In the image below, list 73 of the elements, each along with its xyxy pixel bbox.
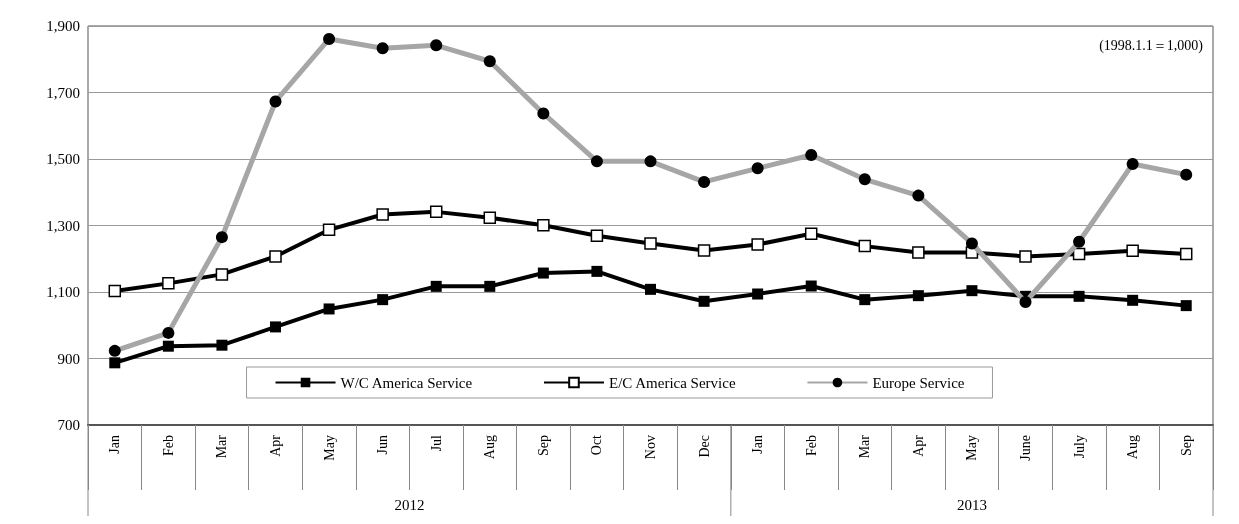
- x-tick-label: Sep: [1178, 435, 1194, 456]
- point: [376, 208, 389, 221]
- point: [430, 280, 442, 292]
- point: [751, 238, 764, 251]
- x-tick-label: Apr: [268, 434, 283, 457]
- x-tick-label: Aug: [482, 435, 498, 460]
- point: [1179, 247, 1193, 261]
- x-tick-label: Feb: [803, 435, 819, 456]
- point: [1126, 244, 1139, 258]
- point: [912, 246, 925, 259]
- x-tick-label: Feb: [160, 435, 176, 456]
- x-tick-label: Nov: [643, 435, 658, 460]
- point: [322, 223, 336, 237]
- point: [859, 294, 871, 306]
- x-tick-label: May: [964, 435, 980, 461]
- point: [162, 277, 175, 290]
- y-tick-label: 1,500: [46, 151, 80, 167]
- point: [644, 237, 657, 250]
- point: [912, 290, 924, 302]
- point: [1019, 250, 1032, 263]
- point: [216, 339, 228, 351]
- point: [108, 284, 122, 298]
- x-tick-label: Apr: [910, 434, 926, 457]
- point: [966, 285, 978, 297]
- text: 2013: [956, 497, 987, 513]
- point: [109, 357, 121, 369]
- y-tick-label: 1,100: [46, 284, 80, 300]
- y-tick-label: 1,300: [46, 217, 80, 234]
- x-tick-label: Dec: [696, 435, 712, 458]
- legend-label: W/C America Service: [340, 374, 473, 391]
- point: [429, 205, 443, 219]
- x-tick-label: Jan: [750, 435, 766, 454]
- x-tick-label: Jan: [107, 435, 123, 454]
- point: [483, 211, 497, 225]
- y-tick-label: 1,700: [46, 84, 80, 101]
- point: [537, 218, 550, 232]
- y-tick-label: 700: [57, 417, 80, 433]
- point: [537, 267, 549, 279]
- point: [590, 229, 604, 243]
- point: [1073, 290, 1085, 302]
- x-tick-label: Sep: [535, 435, 551, 456]
- point: [645, 283, 656, 295]
- x-tick-label: June: [1018, 435, 1033, 461]
- x-tick-label: Mar: [214, 434, 230, 459]
- point: [1127, 294, 1139, 306]
- legend-label: E/C America Service: [608, 374, 736, 391]
- y-tick-label: 900: [57, 350, 80, 367]
- point: [591, 265, 603, 277]
- point: [805, 280, 817, 292]
- point: [698, 295, 710, 307]
- point: [1180, 300, 1192, 312]
- text: 2012: [394, 497, 425, 513]
- x-tick-label: Oct: [589, 434, 605, 456]
- legend-label: Europe Service: [872, 374, 965, 391]
- point: [323, 303, 335, 315]
- x-tick-label: Mar: [857, 434, 873, 459]
- point: [697, 244, 711, 257]
- x-tick-label: July: [1071, 435, 1087, 459]
- point: [269, 250, 282, 263]
- point: [858, 239, 872, 253]
- x-tick-label: May: [321, 435, 337, 461]
- point: [215, 268, 229, 281]
- point: [484, 280, 496, 292]
- x-tick-label: Jul: [428, 434, 444, 452]
- point: [270, 321, 281, 333]
- x-tick-label: Aug: [1125, 435, 1141, 460]
- point: [752, 288, 764, 300]
- annotation: (1998.1.1＝1,000): [1099, 37, 1204, 54]
- point: [377, 294, 389, 306]
- point: [162, 340, 174, 352]
- point: [804, 227, 818, 241]
- y-tick-label: 1,900: [46, 18, 80, 34]
- x-tick-label: Jun: [375, 435, 391, 455]
